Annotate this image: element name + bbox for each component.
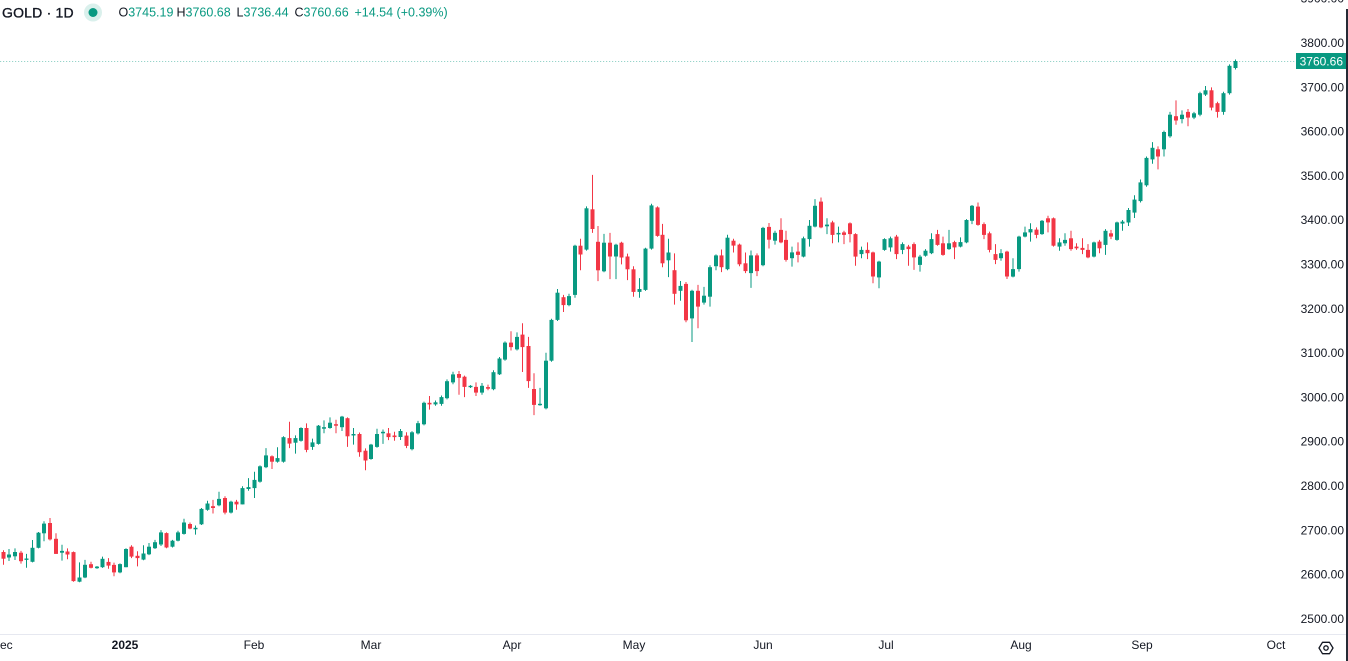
svg-text:3700.00: 3700.00: [1301, 80, 1345, 94]
svg-text:3600.00: 3600.00: [1301, 125, 1345, 139]
svg-text:2025: 2025: [112, 638, 139, 652]
svg-text:Apr: Apr: [503, 638, 522, 652]
svg-text:3100.00: 3100.00: [1301, 346, 1345, 360]
svg-text:Aug: Aug: [1010, 638, 1031, 652]
svg-text:Oct: Oct: [1267, 638, 1286, 652]
svg-text:3500.00: 3500.00: [1301, 169, 1345, 183]
svg-text:2800.00: 2800.00: [1301, 479, 1345, 493]
svg-text:Jul: Jul: [878, 638, 893, 652]
svg-text:Mar: Mar: [361, 638, 382, 652]
svg-text:3760.66: 3760.66: [1300, 55, 1344, 69]
svg-text:May: May: [623, 638, 646, 652]
svg-text:3400.00: 3400.00: [1301, 213, 1345, 227]
svg-text:GOLD · 1D: GOLD · 1D: [2, 5, 74, 21]
svg-text:2700.00: 2700.00: [1301, 523, 1345, 537]
svg-text:2500.00: 2500.00: [1301, 612, 1345, 626]
svg-text:3000.00: 3000.00: [1301, 390, 1345, 404]
svg-text:2600.00: 2600.00: [1301, 568, 1345, 582]
svg-text:3200.00: 3200.00: [1301, 302, 1345, 316]
svg-text:Sep: Sep: [1131, 638, 1153, 652]
svg-text:Jun: Jun: [753, 638, 772, 652]
svg-text:3900.00: 3900.00: [1301, 0, 1345, 6]
svg-text:3800.00: 3800.00: [1301, 36, 1345, 50]
svg-text:Dec: Dec: [0, 638, 13, 652]
svg-text:3300.00: 3300.00: [1301, 258, 1345, 272]
svg-text:Feb: Feb: [244, 638, 265, 652]
svg-text:2900.00: 2900.00: [1301, 435, 1345, 449]
